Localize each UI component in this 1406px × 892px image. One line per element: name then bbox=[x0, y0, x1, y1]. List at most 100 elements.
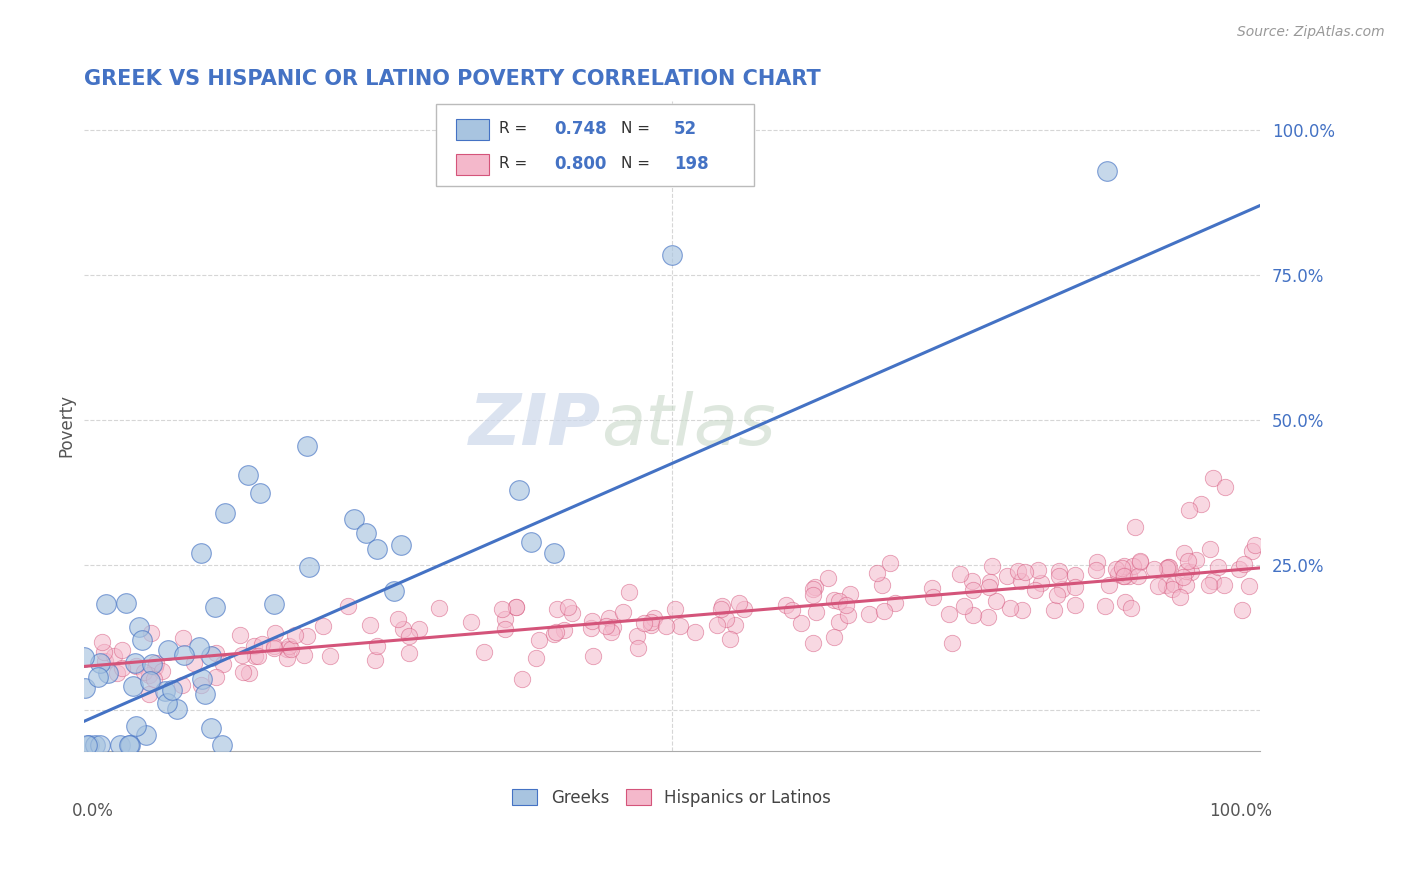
Point bbox=[73, 681, 96, 696]
Text: 198: 198 bbox=[673, 154, 709, 173]
Point bbox=[710, 602, 733, 616]
Point bbox=[111, 661, 134, 675]
Point bbox=[1230, 603, 1253, 617]
FancyBboxPatch shape bbox=[457, 154, 489, 176]
Point bbox=[866, 566, 889, 580]
Point bbox=[1173, 546, 1195, 560]
Point bbox=[366, 541, 388, 556]
Point bbox=[343, 511, 366, 525]
Point bbox=[510, 672, 533, 686]
Point bbox=[1157, 560, 1180, 574]
Text: atlas: atlas bbox=[602, 392, 776, 460]
Point bbox=[1168, 591, 1191, 605]
Point bbox=[173, 648, 195, 663]
Point bbox=[111, 642, 134, 657]
Point bbox=[97, 666, 120, 681]
Point bbox=[382, 583, 405, 598]
Point bbox=[143, 660, 166, 674]
Point bbox=[938, 607, 960, 621]
Point bbox=[398, 646, 420, 660]
Point bbox=[733, 601, 755, 615]
Point bbox=[980, 558, 1002, 573]
Point bbox=[1063, 567, 1085, 582]
Point bbox=[460, 615, 482, 629]
Point bbox=[138, 686, 160, 700]
Point bbox=[828, 593, 851, 607]
Point bbox=[1129, 554, 1152, 568]
Point bbox=[979, 575, 1001, 590]
Point bbox=[1163, 577, 1185, 591]
Point bbox=[242, 639, 264, 653]
Text: 0.800: 0.800 bbox=[554, 154, 606, 173]
Point bbox=[581, 614, 603, 628]
Point bbox=[561, 606, 583, 620]
Text: ZIP: ZIP bbox=[468, 392, 602, 460]
Point bbox=[879, 556, 901, 570]
Point bbox=[280, 642, 302, 657]
Point bbox=[998, 601, 1021, 615]
Point bbox=[1112, 559, 1135, 574]
Point bbox=[883, 596, 905, 610]
Point bbox=[246, 649, 269, 664]
Text: 100.0%: 100.0% bbox=[1209, 803, 1271, 821]
Point bbox=[312, 619, 335, 633]
Point bbox=[790, 615, 813, 630]
Point bbox=[238, 468, 260, 483]
Point bbox=[295, 439, 318, 453]
Point bbox=[1160, 582, 1182, 597]
Point bbox=[505, 600, 527, 615]
Point bbox=[1085, 555, 1108, 569]
Point bbox=[263, 641, 285, 656]
Point bbox=[1014, 565, 1036, 579]
Point bbox=[524, 650, 547, 665]
Point bbox=[1047, 568, 1070, 582]
Point bbox=[276, 650, 298, 665]
Point bbox=[1024, 582, 1046, 597]
Point bbox=[728, 596, 751, 610]
Point bbox=[1126, 569, 1149, 583]
Text: N =: N = bbox=[621, 121, 650, 136]
Point bbox=[172, 631, 194, 645]
Point bbox=[408, 622, 430, 636]
Point bbox=[1098, 578, 1121, 592]
Point bbox=[194, 687, 217, 701]
Point bbox=[76, 738, 98, 752]
Point bbox=[643, 611, 665, 625]
Point bbox=[139, 674, 162, 689]
Point bbox=[89, 657, 111, 671]
Point bbox=[724, 617, 747, 632]
Point bbox=[1011, 603, 1033, 617]
Text: N =: N = bbox=[621, 156, 650, 171]
Point bbox=[949, 567, 972, 582]
Point bbox=[582, 648, 605, 663]
Point bbox=[612, 605, 634, 619]
Point bbox=[73, 649, 96, 664]
Point bbox=[263, 597, 285, 611]
Point bbox=[835, 598, 858, 612]
Point bbox=[1046, 588, 1069, 602]
Point bbox=[1237, 580, 1260, 594]
Point bbox=[1241, 543, 1264, 558]
Point bbox=[804, 605, 827, 619]
Point bbox=[200, 721, 222, 735]
Point bbox=[188, 640, 211, 654]
Point bbox=[190, 546, 212, 560]
Point bbox=[1043, 603, 1066, 617]
Point bbox=[1202, 471, 1225, 485]
Point bbox=[953, 599, 976, 614]
Point bbox=[359, 617, 381, 632]
Point bbox=[1119, 601, 1142, 615]
Point bbox=[94, 654, 117, 668]
Point bbox=[292, 648, 315, 663]
Point bbox=[170, 678, 193, 692]
Point bbox=[602, 620, 624, 634]
Point bbox=[817, 571, 839, 585]
Point bbox=[298, 560, 321, 574]
Point bbox=[543, 627, 565, 641]
Point bbox=[683, 625, 706, 640]
Point bbox=[1105, 562, 1128, 576]
Point bbox=[243, 648, 266, 663]
Point bbox=[579, 621, 602, 635]
Point bbox=[284, 628, 307, 642]
Point bbox=[1064, 580, 1087, 594]
